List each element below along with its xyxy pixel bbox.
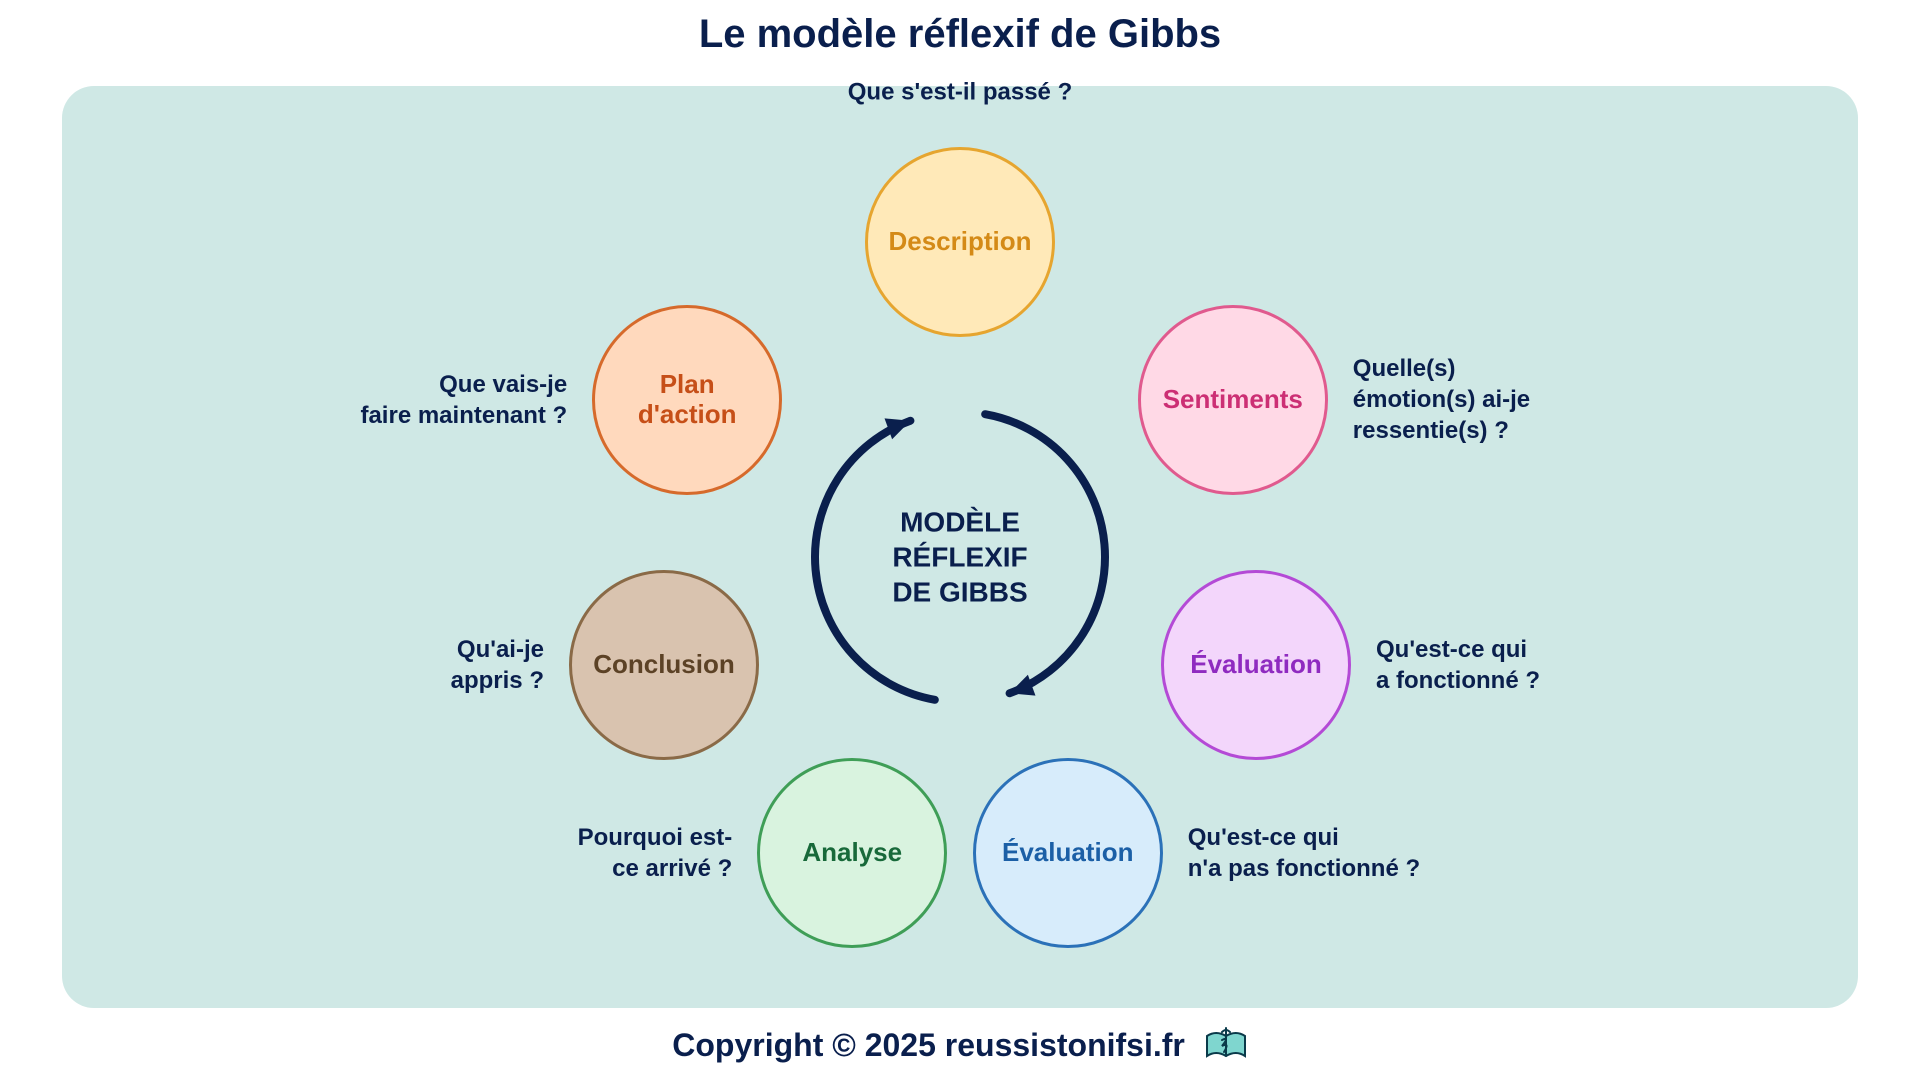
node-description: Description [865, 147, 1055, 337]
question-evaluation-neg: Qu'est-ce qui n'a pas fonctionné ? [1188, 822, 1420, 884]
cycle-arrows [775, 372, 1145, 742]
node-analyse: Analyse [757, 758, 947, 948]
node-evaluation-neg: Évaluation [973, 758, 1163, 948]
question-plan-action: Que vais-je faire maintenant ? [360, 368, 567, 430]
page-title: Le modèle réflexif de Gibbs [0, 12, 1920, 57]
diagram-panel: MODÈLE RÉFLEXIF DE GIBBS DescriptionQue … [62, 86, 1858, 1008]
footer-text: Copyright © 2025 reussistonifsi.fr [672, 1027, 1185, 1063]
page: Le modèle réflexif de Gibbs MODÈLE RÉFLE… [0, 12, 1920, 1092]
question-evaluation-pos: Qu'est-ce qui a fonctionné ? [1376, 634, 1540, 696]
book-caduceus-icon [1204, 1026, 1248, 1070]
node-plan-action: Plan d'action [592, 305, 782, 495]
node-evaluation-pos: Évaluation [1161, 570, 1351, 760]
question-conclusion: Qu'ai-je appris ? [451, 634, 544, 696]
question-description: Que s'est-il passé ? [848, 76, 1072, 107]
question-analyse: Pourquoi est- ce arrivé ? [578, 822, 733, 884]
question-sentiments: Quelle(s) émotion(s) ai-je ressentie(s) … [1353, 353, 1530, 447]
footer: Copyright © 2025 reussistonifsi.fr [0, 1026, 1920, 1070]
node-conclusion: Conclusion [569, 570, 759, 760]
book-icon-svg [1204, 1026, 1248, 1062]
node-sentiments: Sentiments [1138, 305, 1328, 495]
